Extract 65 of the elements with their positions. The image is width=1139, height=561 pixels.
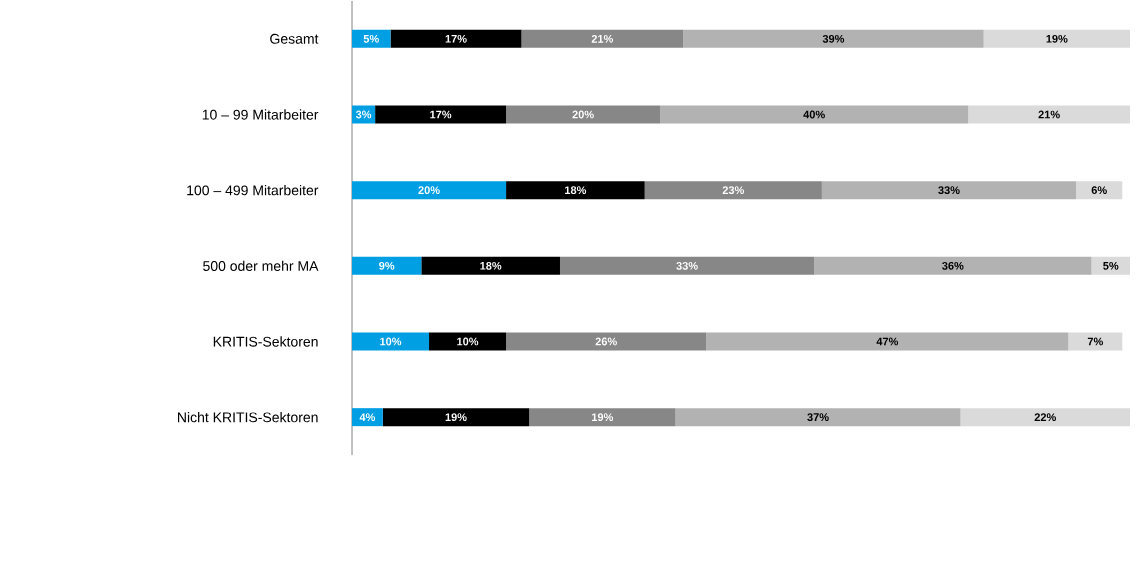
- bar: [421, 256, 560, 275]
- bar: [706, 332, 1069, 351]
- bar: [506, 332, 707, 351]
- bar: [382, 408, 530, 427]
- bar: [352, 256, 422, 275]
- data-label: 19%: [592, 413, 614, 422]
- bar: [506, 105, 661, 124]
- y-tick-label: Gesamt: [270, 33, 319, 44]
- data-label: 20%: [572, 110, 594, 119]
- bar: [521, 29, 684, 48]
- bar: [1091, 256, 1130, 275]
- y-tick-label: 10 – 99 Mitarbeiter: [202, 109, 319, 120]
- bar: [506, 181, 645, 200]
- data-label: 18%: [565, 186, 587, 195]
- data-label: 36%: [942, 261, 964, 270]
- data-label: 10%: [380, 337, 402, 346]
- bar: [814, 256, 1092, 275]
- bar: [352, 29, 391, 48]
- bar: [1076, 181, 1123, 200]
- data-label: 7%: [1087, 337, 1103, 346]
- bar: [1068, 332, 1123, 351]
- data-label: 20%: [418, 186, 440, 195]
- data-label: 9%: [379, 261, 395, 270]
- data-label: 19%: [1046, 34, 1068, 43]
- data-label: 5%: [363, 34, 379, 43]
- bar: [675, 408, 961, 427]
- y-tick-label: 100 – 499 Mitarbeiter: [187, 185, 319, 196]
- data-label: 3%: [355, 110, 372, 119]
- data-label: 39%: [822, 34, 845, 43]
- data-label: 37%: [807, 413, 829, 422]
- bar: [352, 332, 430, 351]
- bar: [390, 29, 522, 48]
- bar: [660, 105, 969, 124]
- data-label: 26%: [595, 337, 617, 346]
- data-label: 22%: [1034, 413, 1056, 422]
- bar: [968, 105, 1130, 124]
- data-label: 18%: [480, 261, 502, 270]
- bar: [983, 29, 1130, 48]
- data-label: 10%: [457, 337, 479, 346]
- bar: [529, 408, 676, 427]
- data-label: 5%: [1103, 261, 1119, 270]
- data-label: 17%: [445, 34, 467, 43]
- data-label: 21%: [591, 34, 614, 43]
- data-label: 21%: [1038, 110, 1060, 119]
- y-tick-label: KRITIS-Sektoren: [213, 336, 318, 347]
- y-tick-label: Nicht KRITIS-Sektoren: [178, 412, 318, 423]
- y-tick-label: 500 oder mehr MA: [203, 260, 319, 271]
- bar: [644, 181, 822, 200]
- data-label: 40%: [803, 110, 825, 119]
- data-label: 33%: [676, 261, 698, 270]
- data-label: 4%: [359, 413, 376, 422]
- bar: [683, 29, 984, 48]
- bar: [429, 332, 507, 351]
- data-label: 33%: [938, 186, 960, 195]
- data-label: 19%: [445, 413, 467, 422]
- bar: [375, 105, 507, 124]
- data-label: 17%: [430, 110, 452, 119]
- bar: [821, 181, 1077, 200]
- bar: [960, 408, 1130, 427]
- bar: [352, 181, 507, 200]
- data-label: 23%: [722, 186, 745, 195]
- bar: [559, 256, 815, 275]
- bar: [352, 408, 383, 427]
- data-label: 47%: [876, 337, 899, 346]
- data-label: 6%: [1091, 186, 1107, 195]
